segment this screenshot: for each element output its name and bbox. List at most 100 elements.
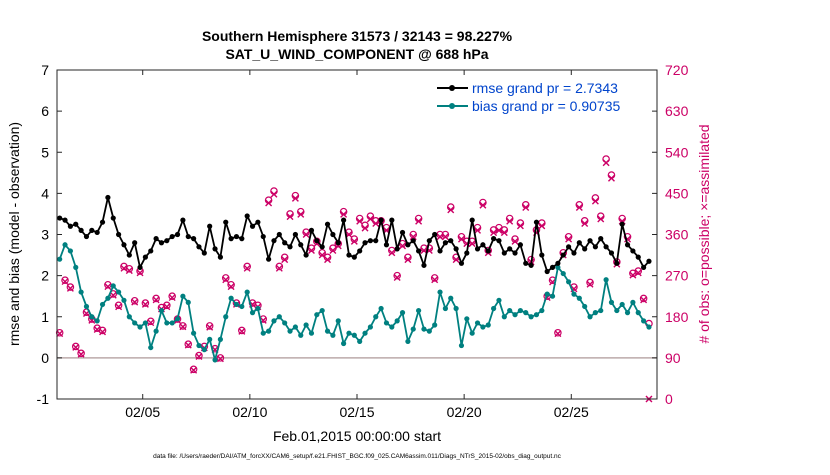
obs-assimilated-point xyxy=(452,256,460,264)
bias-point xyxy=(624,310,631,316)
rmse-point xyxy=(164,238,170,244)
obs-assimilated-point xyxy=(291,194,299,202)
obs-assimilated-point xyxy=(324,256,332,264)
obs-assimilated-point xyxy=(238,327,246,335)
rmse-point xyxy=(448,238,454,244)
bias-point xyxy=(608,299,615,305)
rmse-point xyxy=(426,238,432,244)
bias-point xyxy=(174,316,181,322)
obs-assimilated-point xyxy=(441,233,449,241)
bias-point xyxy=(148,344,154,351)
rmse-point xyxy=(78,227,84,233)
rmse-point xyxy=(132,240,138,246)
obs-assimilated-point xyxy=(179,323,187,331)
rmse-point xyxy=(635,254,641,260)
x-tick-label: 02/15 xyxy=(339,404,374,420)
rmse-point xyxy=(105,194,111,201)
obs-possible-point xyxy=(639,294,648,303)
rmse-point xyxy=(228,236,234,242)
rmse-point xyxy=(212,246,218,252)
obs-assimilated-point xyxy=(404,256,412,264)
rmse-point xyxy=(169,233,175,240)
y2-tick-label: 360 xyxy=(665,227,689,243)
rmse-point xyxy=(110,215,116,221)
bias-point xyxy=(196,342,202,349)
y-axis-ticks: -1 0 1 2 3 4 5 6 7 xyxy=(37,62,62,407)
bias-point xyxy=(555,264,561,270)
rmse-point xyxy=(587,238,593,244)
rmse-point xyxy=(62,217,68,223)
rmse-point xyxy=(362,240,368,246)
obs-assimilated-point xyxy=(227,283,235,291)
rmse-point xyxy=(544,268,550,275)
obs-assimilated-point xyxy=(565,235,573,243)
obs-assimilated-point xyxy=(538,222,546,230)
bias-point xyxy=(142,320,148,326)
rmse-point xyxy=(121,242,127,248)
rmse-point xyxy=(367,238,373,244)
obs-possible-point xyxy=(634,267,643,275)
legend-rmse-label: rmse grand pr = 2.7343 xyxy=(472,80,618,96)
bias-point xyxy=(641,318,647,324)
bias-point xyxy=(126,314,132,320)
rmse-point xyxy=(158,240,165,246)
obs-possible-point xyxy=(189,365,198,374)
rmse-point xyxy=(539,252,545,258)
bias-point xyxy=(185,299,191,305)
obs-possible-point xyxy=(141,299,150,307)
obs-possible-point xyxy=(114,301,123,310)
rmse-point xyxy=(646,258,652,264)
y-tick-label: 5 xyxy=(41,144,49,160)
bias-point xyxy=(292,324,298,330)
bias-point xyxy=(83,303,90,310)
bias-point xyxy=(528,314,534,320)
rmse-point xyxy=(566,244,572,250)
bias-point xyxy=(62,242,68,248)
bias-point xyxy=(576,295,582,301)
x-tick-label: 02/05 xyxy=(125,404,160,420)
bias-point xyxy=(448,295,454,301)
rmse-point xyxy=(89,227,95,233)
bias-point xyxy=(89,314,95,320)
bias-point xyxy=(410,326,416,332)
bias-point xyxy=(394,318,400,324)
obs-assimilated-point xyxy=(629,271,637,279)
legend-rmse-marker xyxy=(449,85,455,91)
obs-possible-point xyxy=(184,340,193,348)
rmse-point xyxy=(410,238,416,244)
data-file-footer: data file: /Users/raeder/DAI/ATM_forcXX/… xyxy=(153,453,562,460)
rmse-point xyxy=(357,248,363,254)
y-tick-label: 6 xyxy=(41,103,49,119)
obs-possible-point xyxy=(179,322,187,330)
rmse-point xyxy=(223,219,229,225)
obs-assimilated-point xyxy=(222,276,230,284)
bias-point xyxy=(341,340,347,347)
bias-point xyxy=(110,283,116,289)
rmse-point xyxy=(174,231,181,238)
bias-point xyxy=(485,322,491,328)
y-axis-label: rmse and bias (model - observation) xyxy=(6,122,22,346)
rmse-point xyxy=(207,223,213,229)
rmse-point xyxy=(432,231,438,238)
obs-possible-point xyxy=(77,349,85,358)
rmse-point xyxy=(458,260,465,266)
x-tick-label: 02/25 xyxy=(554,404,589,420)
obs-possible-point xyxy=(221,274,230,282)
obs-assimilated-point xyxy=(307,246,315,254)
obs-assimilated-point xyxy=(399,242,407,250)
obs-assimilated-point xyxy=(120,264,128,272)
bias-point xyxy=(298,332,304,338)
rmse-point xyxy=(142,254,148,260)
obs-assimilated-point xyxy=(575,204,583,212)
y2-tick-label: 450 xyxy=(665,185,689,201)
bias-point xyxy=(191,330,197,336)
bias-point xyxy=(464,316,470,322)
y2-tick-label: 540 xyxy=(665,144,689,160)
obs-assimilated-point xyxy=(554,330,562,338)
obs-assimilated-point xyxy=(281,256,289,264)
rmse-point xyxy=(99,219,106,225)
bias-point xyxy=(132,320,138,326)
obs-assimilated-point xyxy=(195,353,203,360)
